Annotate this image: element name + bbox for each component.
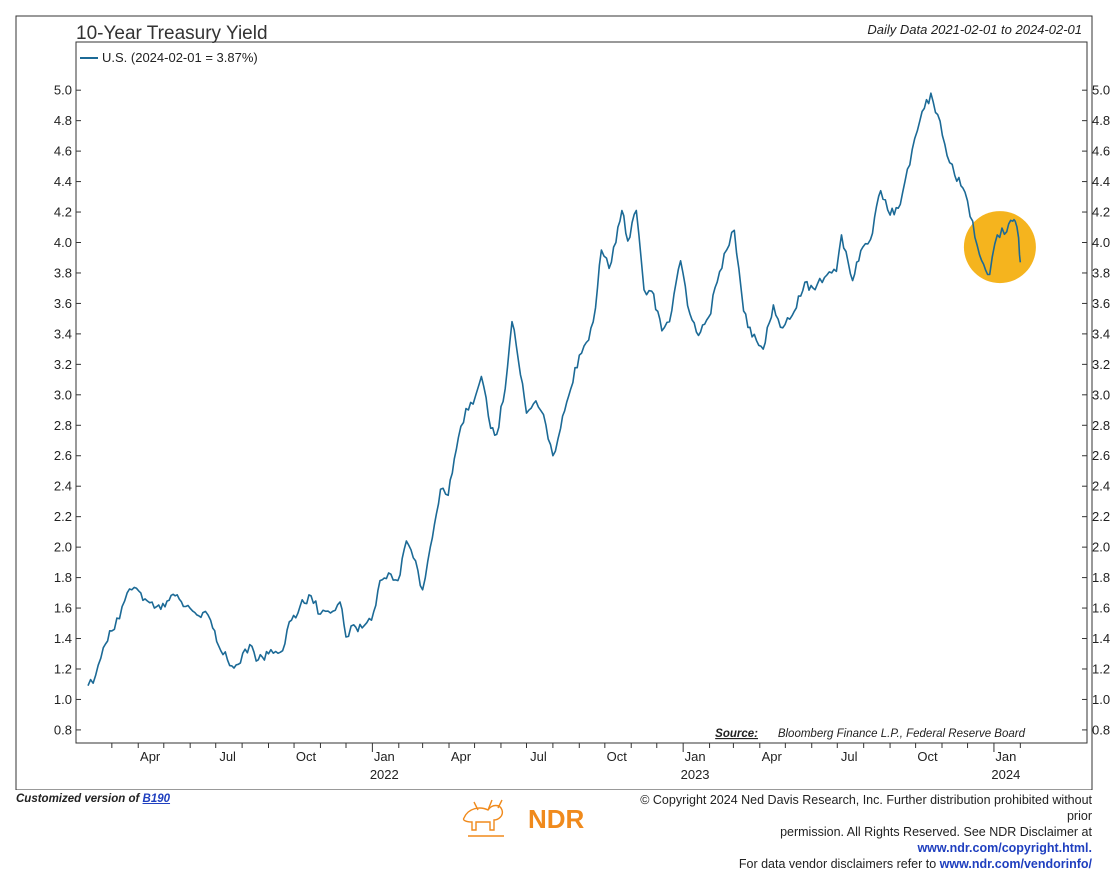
y-tick-label-right: 4.8 [1092,113,1110,128]
y-tick-label-left: 2.8 [54,418,72,433]
copyright-line-3-text: For data vendor disclaimers refer to [738,857,937,871]
y-tick-label-left: 3.6 [54,296,72,311]
x-tick-label-month: Jul [841,749,858,764]
series-line-us [87,92,1022,687]
y-tick-label-left: 1.2 [54,661,72,676]
vendorinfo-link[interactable]: www.ndr.com/vendorinfo/ [939,857,1092,871]
outer-frame [15,15,1093,790]
x-tick-label-month: Jan [995,749,1016,764]
copyright-line-3: For data vendor disclaimers refer to www… [612,856,1092,872]
y-tick-label-right: 2.6 [1092,448,1110,463]
y-tick-label-right: 3.2 [1092,357,1110,372]
y-tick-label-right: 1.2 [1092,661,1110,676]
y-axis-right: 0.8 1.0 1.2 1.4 1.6 1.8 2.0 2.2 2.4 2.6 2.8 3.0 3.2 3… [1082,83,1110,737]
y-tick-label-left: 4.4 [54,174,72,189]
x-tick-label-month: Jul [530,749,547,764]
source-label: Source: [715,728,758,740]
y-tick-label-right: 4.0 [1092,235,1110,250]
y-tick-label-right: 3.4 [1092,326,1110,341]
y-tick-label-left: 2.0 [54,540,72,555]
y-tick-label-right: 4.6 [1092,144,1110,159]
y-tick-label-right: 2.4 [1092,479,1110,494]
y-tick-label-left: 3.4 [54,326,72,341]
y-tick-label-right: 1.6 [1092,601,1110,616]
y-tick-label-left: 1.0 [54,692,72,707]
y-tick-label-left: 4.8 [54,113,72,128]
x-tick-label-month: Jul [219,749,236,764]
copyright-line-1: © Copyright 2024 Ned Davis Research, Inc… [640,793,1092,823]
date-range-label: Daily Data 2021-02-01 to 2024-02-01 [867,22,1082,37]
x-tick-label-year: 2023 [681,767,710,782]
highlight-circle [963,211,1036,284]
copyright-line-2: permission. All Rights Reserved. See NDR… [612,824,1092,856]
y-tick-label-right: 4.2 [1092,205,1110,220]
source-text: Bloomberg Finance L.P., Federal Reserve … [778,728,1026,740]
plot-area-frame [75,41,1088,744]
y-tick-label-left: 3.0 [54,387,72,402]
customized-prefix: Customized version of [16,793,140,805]
y-tick-label-right: 0.8 [1092,722,1110,737]
y-tick-label-right: 2.0 [1092,540,1110,555]
y-tick-label-left: 1.6 [54,601,72,616]
x-tick-label-month: Jan [685,749,706,764]
y-tick-label-left: 4.2 [54,205,72,220]
y-tick-label-right: 3.0 [1092,387,1110,402]
x-tick-label-month: Oct [296,749,317,764]
ndr-logo: NDR [462,799,585,837]
y-tick-label-left: 3.2 [54,357,72,372]
y-tick-label-right: 3.6 [1092,296,1110,311]
y-tick-label-left: 4.0 [54,235,72,250]
x-tick-label-year: 2024 [991,767,1020,782]
y-tick-label-left: 0.8 [54,722,72,737]
y-tick-label-right: 1.4 [1092,631,1110,646]
y-tick-label-right: 1.0 [1092,692,1110,707]
y-tick-label-right: 2.2 [1092,509,1110,524]
x-tick-label-month: Apr [451,749,472,764]
x-tick-label-month: Apr [762,749,783,764]
x-tick-label-year: 2022 [370,767,399,782]
x-tick-label-month: Oct [607,749,628,764]
y-tick-label-left: 1.8 [54,570,72,585]
copyright-block: © Copyright 2024 Ned Davis Research, Inc… [612,792,1092,872]
y-tick-label-left: 1.4 [54,631,72,646]
bull-bear-icon [462,799,504,837]
customized-note: Customized version of B190 [16,793,170,805]
y-tick-label-left: 5.0 [54,83,72,98]
b190-link[interactable]: B190 [142,793,171,805]
x-axis: Apr Jul Oct Jan Apr Jul Oct Jan Apr Jul Oct Jan 2022… [111,743,1021,782]
legend-label: U.S. (2024-02-01 = 3.87%) [102,50,258,65]
y-axis-left: 0.8 1.0 1.2 1.4 1.6 1.8 2.0 2.2 2.4 2.6 2.8 3.0 3.2 3… [54,83,81,737]
y-tick-label-right: 2.8 [1092,418,1110,433]
y-tick-label-right: 1.8 [1092,570,1110,585]
chart-title: 10-Year Treasury Yield [76,23,268,44]
x-tick-label-month: Jan [374,749,395,764]
y-tick-label-right: 5.0 [1092,83,1110,98]
y-tick-label-left: 2.2 [54,509,72,524]
y-tick-label-left: 3.8 [54,265,72,280]
y-tick-label-left: 2.6 [54,448,72,463]
chart: 10-Year Treasury Yield Daily Data 2021-0… [15,15,1110,790]
x-tick-label-month: Apr [140,749,161,764]
y-tick-label-left: 4.6 [54,144,72,159]
ndr-wordmark: NDR [528,804,585,834]
copyright-line-2-text: permission. All Rights Reserved. See NDR… [780,825,1092,839]
copyright-link[interactable]: www.ndr.com/copyright.html. [917,841,1092,855]
y-tick-label-right: 3.8 [1092,265,1110,280]
y-tick-label-left: 2.4 [54,479,72,494]
x-tick-label-month: Oct [917,749,938,764]
y-tick-label-right: 4.4 [1092,174,1110,189]
